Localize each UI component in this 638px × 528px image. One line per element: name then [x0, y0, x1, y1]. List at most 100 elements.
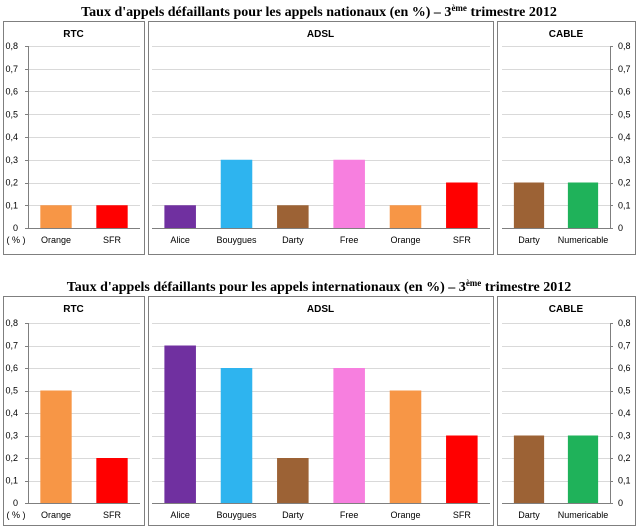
y-tick-label-right: 0,6: [618, 87, 631, 97]
panel-title: ADSL: [307, 304, 334, 315]
category-label: Numericable: [558, 235, 609, 245]
category-label: SFR: [103, 235, 122, 245]
bar-adsl-orange: [389, 205, 422, 228]
bar-rtc-orange: [40, 390, 72, 503]
y-tick-label: 0,3: [5, 431, 18, 441]
y-tick-label-right: 0,6: [618, 363, 631, 373]
category-label: Bouygues: [216, 510, 257, 520]
panel-frame: [3, 21, 145, 255]
category-label: Free: [340, 235, 359, 245]
category-label: Orange: [390, 235, 420, 245]
category-label: Darty: [518, 510, 540, 520]
y-tick-label-right: 0,8: [618, 318, 631, 328]
chart-title-end: trimestre 2012: [467, 5, 557, 20]
y-tick-label-right: 0,5: [618, 386, 631, 396]
bar-rtc-orange: [40, 205, 72, 228]
bar-adsl-darty: [277, 205, 309, 228]
panel-cable: CABLE 0 0,1 0,2 0,3 0,4 0,5 0,6 0,7 0,8 Darty Numer…: [497, 296, 636, 526]
y-tick-label-right: 0,2: [618, 178, 631, 188]
y-tick-label: 0,2: [5, 178, 18, 188]
y-tick-label: 0,2: [5, 453, 18, 463]
y-tick-label: 0: [13, 223, 18, 233]
category-label: Orange: [41, 510, 71, 520]
panel-frame: [497, 21, 636, 255]
y-tick-label: 0,4: [5, 408, 18, 418]
y-tick-label: 0,7: [5, 64, 18, 74]
y-tick-label-right: 0,2: [618, 453, 631, 463]
bar-adsl-alice: [164, 345, 196, 503]
y-tick-label-right: 0,1: [618, 476, 631, 486]
y-tick-label-right: 0: [618, 223, 623, 233]
y-tick-label-right: 0,5: [618, 109, 631, 119]
category-label: Alice: [170, 235, 190, 245]
category-label: Darty: [518, 235, 540, 245]
category-label: Alice: [170, 510, 190, 520]
y-tick-label-right: 0,3: [618, 431, 631, 441]
bar-cable-darty: [513, 435, 545, 503]
category-label: SFR: [453, 235, 472, 245]
y-tick-label: 0: [13, 498, 18, 508]
y-tick-label-right: 0: [618, 498, 623, 508]
bar-rtc-sfr: [96, 458, 128, 503]
y-tick-label-right: 0,8: [618, 41, 631, 51]
y-tick-label: 0,6: [5, 363, 18, 373]
bar-adsl-free: [333, 368, 365, 503]
chart-international: Taux d'appels défaillants pour les appel…: [3, 278, 636, 526]
bar-adsl-sfr: [446, 182, 478, 228]
category-label: Orange: [41, 235, 71, 245]
chart-title: Taux d'appels défaillants pour les appel…: [67, 278, 572, 295]
chart-title-main: Taux d'appels défaillants pour les appel…: [81, 5, 451, 20]
bar-adsl-alice: [164, 205, 196, 228]
panel-frame: [148, 296, 494, 526]
y-tick-label: 0,8: [5, 41, 18, 51]
y-tick-label: 0,8: [5, 318, 18, 328]
y-tick-label-right: 0,4: [618, 408, 631, 418]
bar-adsl-orange: [389, 390, 422, 503]
y-axis-unit-label: ( % ): [7, 235, 26, 245]
bar-cable-darty: [513, 182, 545, 228]
chart-title: Taux d'appels défaillants pour les appel…: [81, 3, 557, 20]
category-label: Darty: [282, 510, 304, 520]
bar-adsl-sfr: [446, 435, 478, 503]
y-tick-label-right: 0,7: [618, 64, 631, 74]
y-tick-label: 0,1: [5, 476, 18, 486]
y-tick-label: 0,1: [5, 200, 18, 210]
y-tick-label-right: 0,1: [618, 200, 631, 210]
y-tick-label: 0,6: [5, 87, 18, 97]
panel-cable: CABLE 0 0,1 0,2 0,3 0,4 0,5 0,6 0,7 0,8 Darty Numer…: [497, 21, 636, 255]
y-tick-label: 0,4: [5, 132, 18, 142]
category-label: Orange: [390, 510, 420, 520]
y-tick-label-right: 0,7: [618, 341, 631, 351]
panel-adsl: ADSL Alice Bouygues Darty Free Orange SFR: [148, 296, 494, 526]
panel-adsl: ADSL Alice Bouygues Darty Free Orange SFR: [148, 21, 494, 255]
category-label: Bouygues: [216, 235, 257, 245]
panel-frame: [3, 296, 145, 526]
y-tick-label-right: 0,4: [618, 132, 631, 142]
bar-adsl-bouygues: [220, 368, 253, 503]
y-tick-label: 0,3: [5, 155, 18, 165]
y-tick-label-right: 0,3: [618, 155, 631, 165]
category-label: SFR: [103, 510, 122, 520]
panel-rtc: RTC 0 0,1 0,2 0,3 0,4 0,5 0,6 0,7 0,8 ( % ) Orange S…: [3, 21, 145, 255]
panel-title: CABLE: [549, 304, 584, 315]
panel-title: RTC: [63, 29, 84, 40]
y-tick-label: 0,5: [5, 109, 18, 119]
y-tick-label: 0,7: [5, 341, 18, 351]
category-label: Darty: [282, 235, 304, 245]
bar-adsl-bouygues: [220, 159, 253, 228]
chart-title-end: trimestre 2012: [481, 280, 571, 295]
category-label: Free: [340, 510, 359, 520]
category-label: Numericable: [558, 510, 609, 520]
category-label: SFR: [453, 510, 472, 520]
y-tick-label: 0,5: [5, 386, 18, 396]
chart-title-superscript: ème: [466, 278, 482, 288]
bar-adsl-darty: [277, 458, 309, 503]
panel-rtc: RTC 0 0,1 0,2 0,3 0,4 0,5 0,6 0,7 0,8 ( % ) Orange S…: [3, 296, 145, 526]
panel-title: ADSL: [307, 29, 334, 40]
bar-cable-numericable: [567, 435, 599, 503]
bar-cable-numericable: [567, 182, 599, 228]
chart-title-main: Taux d'appels défaillants pour les appel…: [67, 280, 466, 295]
panel-frame: [148, 21, 494, 255]
panel-title: RTC: [63, 304, 84, 315]
